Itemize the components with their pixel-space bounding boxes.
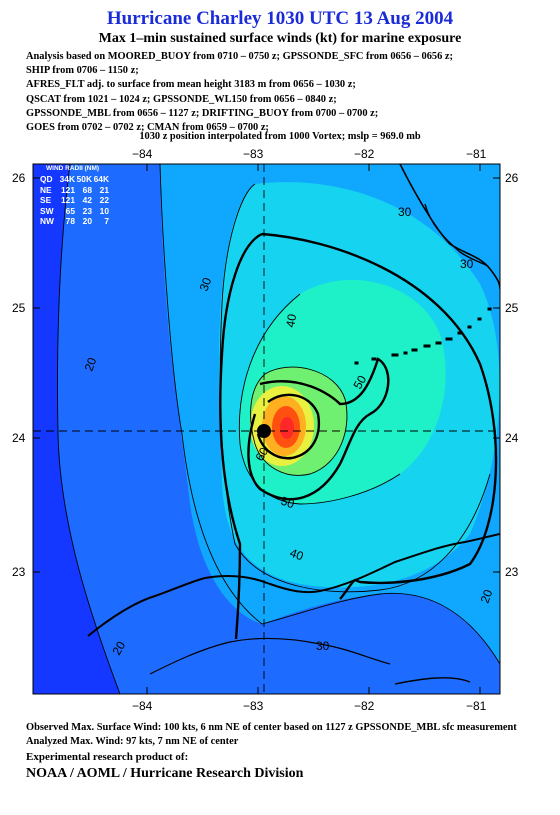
radii-cell: 78 <box>65 216 75 227</box>
contour-label: 50 <box>279 494 297 512</box>
contour-label: 20 <box>478 587 496 605</box>
wind-core-max <box>280 417 294 439</box>
coastline-cuba <box>87 533 500 637</box>
observed-max-wind: Observed Max. Surface Wind: 100 kts, 6 n… <box>26 722 517 733</box>
contour-40 <box>219 183 491 593</box>
radii-header-cell: QD <box>40 174 53 185</box>
contour-label-group: 30 30 20 40 50 50 40 30 20 20 30 60 <box>82 205 496 658</box>
analysis-line: Analysis based on MOORED_BUOY from 0710 … <box>26 51 453 62</box>
radii-cell: 20 <box>82 216 92 227</box>
lat-tick-label: 24 <box>12 431 26 445</box>
lat-tick-label: 23 <box>505 565 519 579</box>
island-isla-juventud <box>394 677 471 685</box>
map-svg: 30 30 20 40 50 50 40 30 20 20 30 60 <box>12 147 519 713</box>
radii-cell: 121 <box>61 195 75 206</box>
lat-tick-label: 23 <box>12 565 26 579</box>
radii-cell: 121 <box>61 184 75 195</box>
lat-tick-label: 25 <box>12 301 26 315</box>
wind-radii-table: WIND RADII (NM) QD 34K 50K 64K NE 121 68… <box>40 164 110 226</box>
radii-cell: 22 <box>99 195 109 206</box>
wind-radii-header: QD 34K 50K 64K <box>40 174 110 184</box>
contour-label: 30 <box>316 639 330 653</box>
map-frame <box>32 163 501 695</box>
contour-label: 30 <box>460 257 474 271</box>
coastline-cuba-south <box>149 637 391 675</box>
axis-tick-labels: −84 −83 −82 −81 −84 −83 −82 −81 26 25 24… <box>12 147 519 713</box>
radii-cell: 65 <box>65 205 75 216</box>
radii-cell: 10 <box>99 205 109 216</box>
analysis-line: QSCAT from 1021 – 1024 z; GPSSONDE_WL150… <box>26 93 337 105</box>
florida-keys <box>354 307 492 365</box>
radii-cell: 42 <box>82 195 92 206</box>
wind-radii-title: WIND RADII (NM) <box>46 165 100 172</box>
wind-radii-row: NW 78 20 7 <box>40 216 110 226</box>
contour-label: 30 <box>398 205 412 219</box>
contour-label: 40 <box>283 313 299 329</box>
coastline-everglades <box>424 203 489 267</box>
lon-tick-label: −84 <box>132 699 153 713</box>
radii-cell: 21 <box>99 184 109 195</box>
lon-tick-label: −83 <box>243 699 264 713</box>
radii-cell: NE <box>40 184 52 195</box>
analyzed-max-wind: Analyzed Max. Wind: 97 kts, 7 nm NE of c… <box>26 736 239 747</box>
lat-tick-label: 24 <box>505 431 519 445</box>
coastline-florida <box>399 164 500 290</box>
radii-cell: 23 <box>82 205 92 216</box>
contour-label: 50 <box>350 373 369 392</box>
contour-label: 60 <box>252 445 271 464</box>
lon-tick-label: −82 <box>354 699 375 713</box>
lat-tick-label: 25 <box>505 301 519 315</box>
analysis-line: AFRES_FLT adj. to surface from mean heig… <box>26 79 356 91</box>
lon-tick-label: −81 <box>466 147 487 161</box>
lon-tick-label: −82 <box>354 147 375 161</box>
wind-radii-row: SW 65 23 10 <box>40 206 110 216</box>
map-subtitle: Max 1–min sustained surface winds (kt) f… <box>98 31 462 46</box>
lon-tick-label: −81 <box>466 699 487 713</box>
radii-header-cell: 50K <box>76 174 92 185</box>
radii-cell: 68 <box>82 184 92 195</box>
contour-label: 40 <box>288 546 306 564</box>
lat-tick-label: 26 <box>505 171 519 185</box>
wind-radii-row: NE 121 68 21 <box>40 185 110 195</box>
lat-tick-label: 26 <box>12 171 26 185</box>
lon-tick-label: −84 <box>132 147 153 161</box>
research-note: Experimental research product of: <box>26 751 189 763</box>
contour-20 <box>57 164 121 694</box>
radii-cell: SE <box>40 195 52 206</box>
wind-analysis-map: 30 30 20 40 50 50 40 30 20 20 30 60 <box>0 144 560 714</box>
radii-cell: NW <box>40 216 54 227</box>
contour-label: 20 <box>82 355 100 373</box>
analysis-line: GPSSONDE_MBL from 0656 – 1127 z; DRIFTIN… <box>26 107 379 119</box>
position-note: 1030 z position interpolated from 1000 V… <box>139 131 421 142</box>
contour-label: 20 <box>109 639 128 658</box>
radius-50kt-line <box>247 357 390 501</box>
wind-radii-row: SE 121 42 22 <box>40 195 110 205</box>
storm-center-marker <box>257 424 271 438</box>
analysis-line: GOES from 0702 – 0702 z; CMAN from 0659 … <box>26 122 269 134</box>
radii-cell: 7 <box>104 216 109 227</box>
lon-tick-label: −83 <box>243 147 264 161</box>
radius-64kt-line <box>256 393 321 460</box>
contour-label: 30 <box>197 275 215 293</box>
analysis-sources: Analysis based on MOORED_BUOY from 0710 … <box>26 50 556 135</box>
wind-field: 30 30 20 40 50 50 40 30 20 20 30 60 <box>33 164 500 694</box>
land-features <box>87 164 500 685</box>
analysis-line: SHIP from 0706 – 1150 z; <box>26 65 139 77</box>
radii-header-cell: 34K <box>59 174 75 185</box>
radii-cell: SW <box>40 205 54 216</box>
radii-header-cell: 64K <box>93 174 109 185</box>
map-title: Hurricane Charley 1030 UTC 13 Aug 2004 <box>106 8 454 29</box>
organization-name: NOAA / AOML / Hurricane Research Divisio… <box>26 766 304 781</box>
tick-marks <box>33 164 500 694</box>
